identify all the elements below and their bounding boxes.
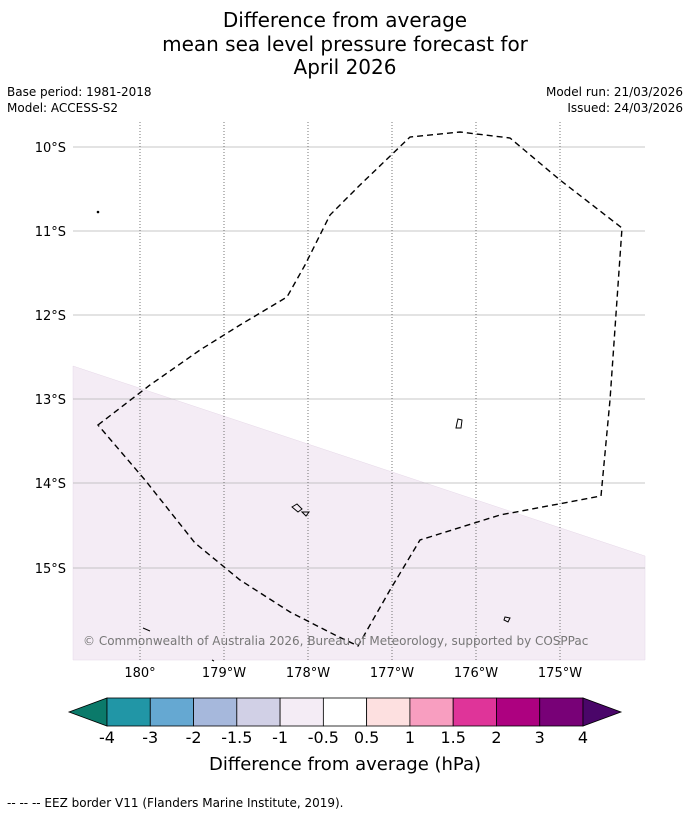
eez-border: [96, 131, 623, 647]
lon-label-177w: 177°W: [370, 666, 414, 681]
colorbar-swatch: [193, 697, 238, 727]
model-name: Model: ACCESS-S2: [7, 101, 119, 115]
colorbar: -4 -3 -2 -1.5 -1 -0.5 0.5 1 1.5 2 3 4: [67, 697, 623, 747]
lat-label-12s: 12°S: [35, 309, 66, 324]
colorbar-tick-label: 2: [491, 728, 501, 747]
colorbar-swatch: [236, 697, 281, 727]
colorbar-swatch: [106, 697, 151, 727]
lat-label-13s: 13°S: [35, 393, 66, 408]
island-small-south: [503, 616, 511, 623]
colorbar-swatch: [322, 697, 368, 727]
islands: [96, 210, 511, 662]
lon-label-179w: 179°W: [202, 666, 246, 681]
eez-legend-note: -- -- -- EEZ border V11 (Flanders Marine…: [7, 796, 344, 810]
colorbar-tick-label: 3: [535, 728, 545, 747]
lat-label-10s: 10°S: [35, 141, 66, 156]
colorbar-tick-label: 0.5: [354, 728, 379, 747]
lon-label-180: 180°: [124, 666, 155, 681]
colorbar-swatch: [539, 697, 584, 727]
colorbar-title: Difference from average (hPa): [209, 754, 481, 775]
model-run: Model run: 21/03/2026: [545, 85, 683, 99]
colorbar-tick-label: 1: [405, 728, 415, 747]
copyright-text: © Commonwealth of Australia 2026, Bureau…: [83, 634, 588, 648]
lat-label-11s: 11°S: [35, 225, 66, 240]
longitude-labels: 180° 179°W 178°W 177°W 176°W 175°W: [124, 666, 582, 681]
colorbar-swatch: [279, 697, 324, 727]
island-cluster-b: [300, 511, 310, 517]
issued-date: Issued: 24/03/2026: [567, 101, 683, 115]
latitude-labels: 10°S 11°S 12°S 13°S 14°S 15°S: [35, 141, 66, 577]
colorbar-swatch: [496, 697, 541, 727]
colorbar-tick-label: -0.5: [308, 728, 339, 747]
colorbar-tick-label: -1.5: [221, 728, 252, 747]
colorbar-tick-label: 4: [578, 728, 588, 747]
lon-label-175w: 175°W: [538, 666, 582, 681]
island-cluster-a: [291, 503, 303, 513]
colorbar-tick-label: 1.5: [440, 728, 465, 747]
lat-label-15s: 15°S: [35, 562, 66, 577]
colorbar-swatch: [452, 697, 497, 727]
island-main: [455, 418, 463, 429]
colorbar-extend-high: [582, 697, 623, 727]
latitude-gridlines: [73, 146, 645, 569]
colorbar-tick-label: -4: [99, 728, 115, 747]
title-line-1: Difference from average: [222, 8, 468, 32]
colorbar-tick-label: -2: [186, 728, 202, 747]
colorbar-swatch: [366, 697, 411, 727]
island-islet-s: [211, 659, 215, 662]
lat-label-14s: 14°S: [35, 477, 66, 492]
title-line-2: mean sea level pressure forecast for: [162, 32, 528, 56]
base-period: Base period: 1981-2018: [7, 85, 152, 99]
island-islet-nw: [96, 210, 100, 214]
colorbar-tick-label: -1: [272, 728, 288, 747]
anomaly-shading: [72, 365, 646, 661]
title-line-3: April 2026: [293, 55, 397, 79]
colorbar-extend-low: [67, 697, 108, 727]
colorbar-swatch: [149, 697, 194, 727]
colorbar-swatch: [409, 697, 454, 727]
colorbar-tick-label: -3: [142, 728, 158, 747]
lon-label-178w: 178°W: [286, 666, 330, 681]
island-islet-sw: [142, 627, 151, 632]
lon-label-176w: 176°W: [454, 666, 498, 681]
